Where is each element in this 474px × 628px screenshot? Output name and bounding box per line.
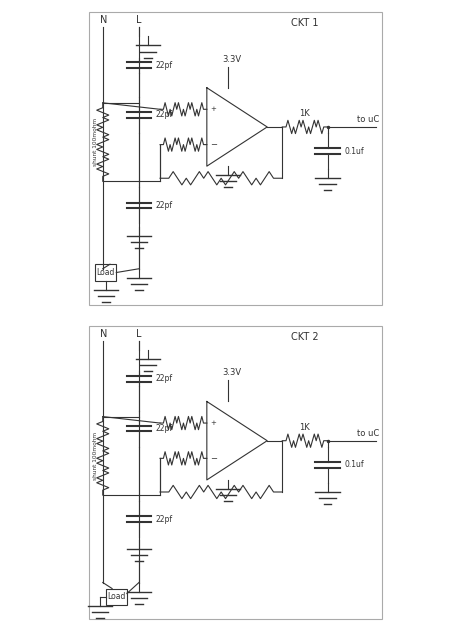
Text: to uC: to uC [356,429,379,438]
Text: CKT 2: CKT 2 [292,332,319,342]
Text: 1K: 1K [300,423,310,432]
Text: 22pf: 22pf [155,424,173,433]
Bar [95,264,116,281]
Text: 1K: 1K [300,109,310,119]
Text: 0.1uf: 0.1uf [344,146,364,156]
Text: −: − [210,454,218,463]
Text: CKT 1: CKT 1 [292,18,319,28]
Text: +: + [210,420,216,426]
Text: shunt 100mohm: shunt 100mohm [93,431,98,480]
Text: 22pf: 22pf [155,201,173,210]
Text: 0.1uf: 0.1uf [344,460,364,469]
Text: Load: Load [107,592,126,602]
Bar [106,588,127,605]
Text: shunt 100mohm: shunt 100mohm [93,118,98,166]
Text: L: L [136,15,141,25]
Text: to uC: to uC [356,115,379,124]
Text: +: + [210,106,216,112]
Text: L: L [136,329,141,339]
Text: 22pf: 22pf [155,111,173,119]
Text: −: − [210,140,218,149]
Text: 22pf: 22pf [155,61,173,70]
Text: 22pf: 22pf [155,515,173,524]
Text: N: N [100,329,107,339]
Text: N: N [100,15,107,25]
Text: 3.3V: 3.3V [222,369,241,377]
Text: 22pf: 22pf [155,374,173,383]
Text: Load: Load [97,268,115,277]
Text: 3.3V: 3.3V [222,55,241,63]
